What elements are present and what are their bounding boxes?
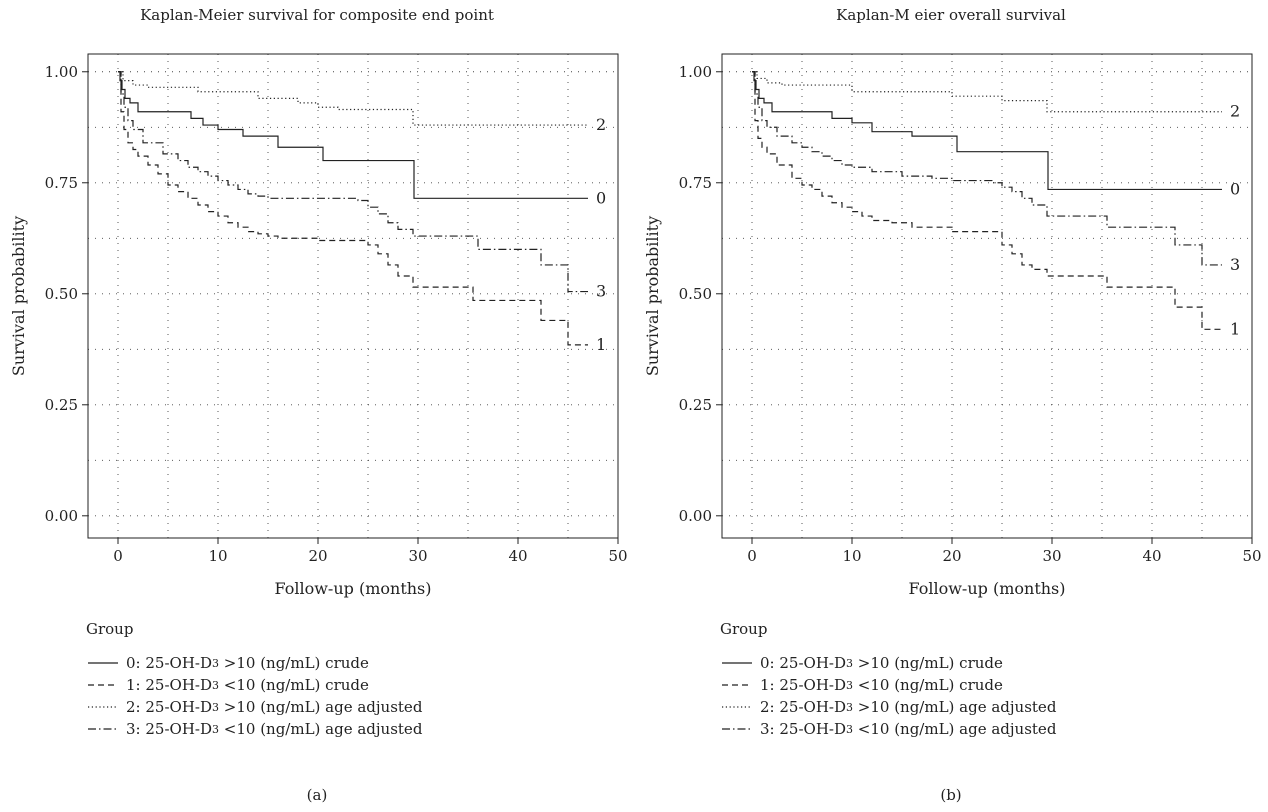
legend-text: 1: 25-OH-D [760, 676, 846, 694]
y-axis-label: Survival probability [643, 216, 662, 376]
y-tick-label: 0.50 [45, 285, 78, 303]
legend-text: <10 (ng/mL) age adjusted [219, 720, 423, 738]
km-curve-group-2 [118, 71, 588, 126]
y-tick-label: 0.00 [45, 507, 78, 525]
x-tick-label: 40 [1142, 547, 1161, 565]
legend-item-2: 2: 25-OH-D 3 >10 (ng/mL) age adjusted [86, 696, 422, 718]
legend-text: <10 (ng/mL) crude [219, 676, 369, 694]
legend-line-swatch [722, 706, 752, 708]
legend-subscript: 3 [212, 678, 219, 692]
legend-items: 0: 25-OH-D 3 >10 (ng/mL) crude 1: 25-OH-D 3… [720, 652, 1056, 740]
km-curve-group-0 [752, 71, 1222, 191]
legend-line-swatch [88, 728, 118, 730]
legend-text: 1: 25-OH-D [126, 676, 212, 694]
legend-text: >10 (ng/mL) age adjusted [853, 698, 1057, 716]
legend-text: <10 (ng/mL) crude [853, 676, 1003, 694]
chart-title: Kaplan-Meier survival for composite end … [140, 6, 494, 24]
legend-line-swatch [722, 728, 752, 730]
legend-text: 0: 25-OH-D [760, 654, 846, 672]
y-tick-label: 0.50 [679, 285, 712, 303]
curve-end-label: 3 [1230, 255, 1240, 274]
legend-text: 3: 25-OH-D [126, 720, 212, 738]
legend-line-swatch [88, 706, 118, 708]
legend-item-3: 3: 25-OH-D 3 <10 (ng/mL) age adjusted [86, 718, 422, 740]
legend-subscript: 3 [212, 700, 219, 714]
x-tick-label: 50 [608, 547, 627, 565]
y-tick-label: 1.00 [679, 63, 712, 81]
legend-text: 3: 25-OH-D [760, 720, 846, 738]
y-tick-label: 0.75 [45, 174, 78, 192]
legend-line-swatch [88, 684, 118, 686]
km-curve-group-0 [118, 71, 588, 199]
curve-end-label: 3 [596, 282, 606, 301]
legend-line-swatch [88, 662, 118, 664]
y-tick-label: 0.25 [45, 396, 78, 414]
x-tick-label: 50 [1242, 547, 1261, 565]
panel-label: (b) [940, 786, 962, 804]
legend-item-0: 0: 25-OH-D 3 >10 (ng/mL) crude [86, 652, 422, 674]
legend-title: Group [720, 620, 768, 638]
x-tick-label: 20 [308, 547, 327, 565]
legend-item-1: 1: 25-OH-D 3 <10 (ng/mL) crude [720, 674, 1056, 696]
legend-line-swatch [722, 662, 752, 664]
legend: Group 0: 25-OH-D 3 >10 (ng/mL) crude 1: 25… [86, 620, 422, 740]
panel-b: Kaplan-M eier overall survival 0 10 20 30 40… [634, 0, 1268, 812]
km-curve-group-3 [118, 71, 588, 293]
km-plot-overall: 0 10 20 30 40 500.000.250.500.751.00Follow-up… [643, 53, 1262, 598]
y-axis-label: Survival probability [9, 216, 28, 376]
legend-text: 2: 25-OH-D [126, 698, 212, 716]
x-tick-label: 30 [408, 547, 427, 565]
legend-item-3: 3: 25-OH-D 3 <10 (ng/mL) age adjusted [720, 718, 1056, 740]
curve-end-label: 2 [596, 115, 606, 134]
legend-text: 2: 25-OH-D [760, 698, 846, 716]
legend-subscript: 3 [212, 656, 219, 670]
curve-end-label: 0 [1230, 179, 1240, 198]
legend-item-2: 2: 25-OH-D 3 >10 (ng/mL) age adjusted [720, 696, 1056, 718]
curve-end-label: 0 [596, 188, 606, 207]
x-axis-label: Follow-up (months) [909, 579, 1066, 598]
legend-line-swatch [722, 684, 752, 686]
legend-subscript: 3 [846, 678, 853, 692]
legend: Group 0: 25-OH-D 3 >10 (ng/mL) crude 1: 25… [720, 620, 1056, 740]
plot-frame [87, 53, 619, 539]
legend-text: <10 (ng/mL) age adjusted [853, 720, 1057, 738]
curve-end-label: 2 [1230, 102, 1240, 121]
y-tick-label: 0.75 [679, 174, 712, 192]
km-curve-group-3 [752, 71, 1222, 266]
x-tick-label: 40 [508, 547, 527, 565]
curve-end-label: 1 [596, 335, 606, 354]
km-curve-group-2 [752, 71, 1222, 113]
panel-label: (a) [306, 786, 328, 804]
legend-item-0: 0: 25-OH-D 3 >10 (ng/mL) crude [720, 652, 1056, 674]
legend-items: 0: 25-OH-D 3 >10 (ng/mL) crude 1: 25-OH-D 3… [86, 652, 422, 740]
km-curve-group-1 [118, 71, 588, 346]
panel-a: Kaplan-Meier survival for composite end … [9, 6, 628, 804]
y-tick-label: 0.00 [679, 507, 712, 525]
legend-text: >10 (ng/mL) age adjusted [219, 698, 423, 716]
x-tick-label: 10 [842, 547, 861, 565]
chart-title: Kaplan-M eier overall survival [836, 6, 1066, 24]
km-plot-composite: 0 10 20 30 40 500.000.250.500.751.00Follow-up… [9, 53, 628, 598]
legend-subscript: 3 [846, 722, 853, 736]
legend-item-1: 1: 25-OH-D 3 <10 (ng/mL) crude [86, 674, 422, 696]
x-tick-label: 30 [1042, 547, 1061, 565]
curve-end-label: 1 [1230, 319, 1240, 338]
legend-text: >10 (ng/mL) crude [853, 654, 1003, 672]
plot-frame [721, 53, 1253, 539]
y-tick-label: 0.25 [679, 396, 712, 414]
legend-title: Group [86, 620, 134, 638]
legend-text: 0: 25-OH-D [126, 654, 212, 672]
legend-subscript: 3 [846, 656, 853, 670]
legend-subscript: 3 [212, 722, 219, 736]
x-axis-label: Follow-up (months) [275, 579, 432, 598]
x-tick-label: 0 [113, 547, 123, 565]
legend-subscript: 3 [846, 700, 853, 714]
y-tick-label: 1.00 [45, 63, 78, 81]
km-curve-group-1 [752, 71, 1222, 330]
x-tick-label: 20 [942, 547, 961, 565]
x-tick-label: 10 [208, 547, 227, 565]
x-tick-label: 0 [747, 547, 757, 565]
legend-text: >10 (ng/mL) crude [219, 654, 369, 672]
